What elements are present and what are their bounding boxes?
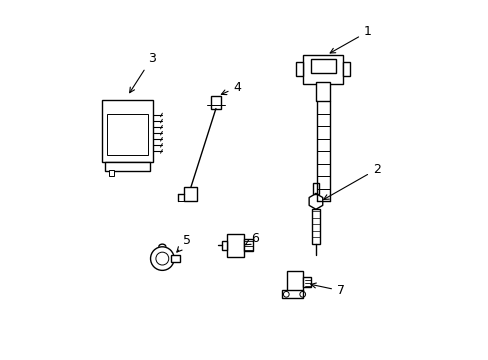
- Text: 5: 5: [177, 234, 191, 252]
- Bar: [107, 114, 148, 155]
- Text: 1: 1: [329, 25, 371, 53]
- Bar: [108, 170, 114, 176]
- Bar: [171, 255, 180, 262]
- Bar: [310, 59, 335, 73]
- Text: 6: 6: [245, 233, 259, 246]
- Bar: [287, 271, 303, 291]
- Bar: [342, 62, 349, 76]
- Bar: [244, 239, 253, 251]
- Bar: [210, 96, 221, 109]
- Text: 4: 4: [221, 81, 241, 95]
- Text: 2: 2: [323, 163, 380, 199]
- Bar: [315, 82, 329, 102]
- Bar: [296, 62, 303, 76]
- Bar: [102, 100, 153, 162]
- Bar: [311, 208, 320, 244]
- Bar: [184, 187, 197, 202]
- Bar: [222, 241, 226, 249]
- Bar: [226, 234, 244, 257]
- Text: 3: 3: [129, 52, 155, 93]
- Bar: [303, 277, 311, 287]
- Text: 7: 7: [310, 283, 344, 297]
- Bar: [282, 290, 303, 298]
- Bar: [105, 162, 149, 171]
- Bar: [312, 183, 318, 194]
- Bar: [303, 55, 342, 84]
